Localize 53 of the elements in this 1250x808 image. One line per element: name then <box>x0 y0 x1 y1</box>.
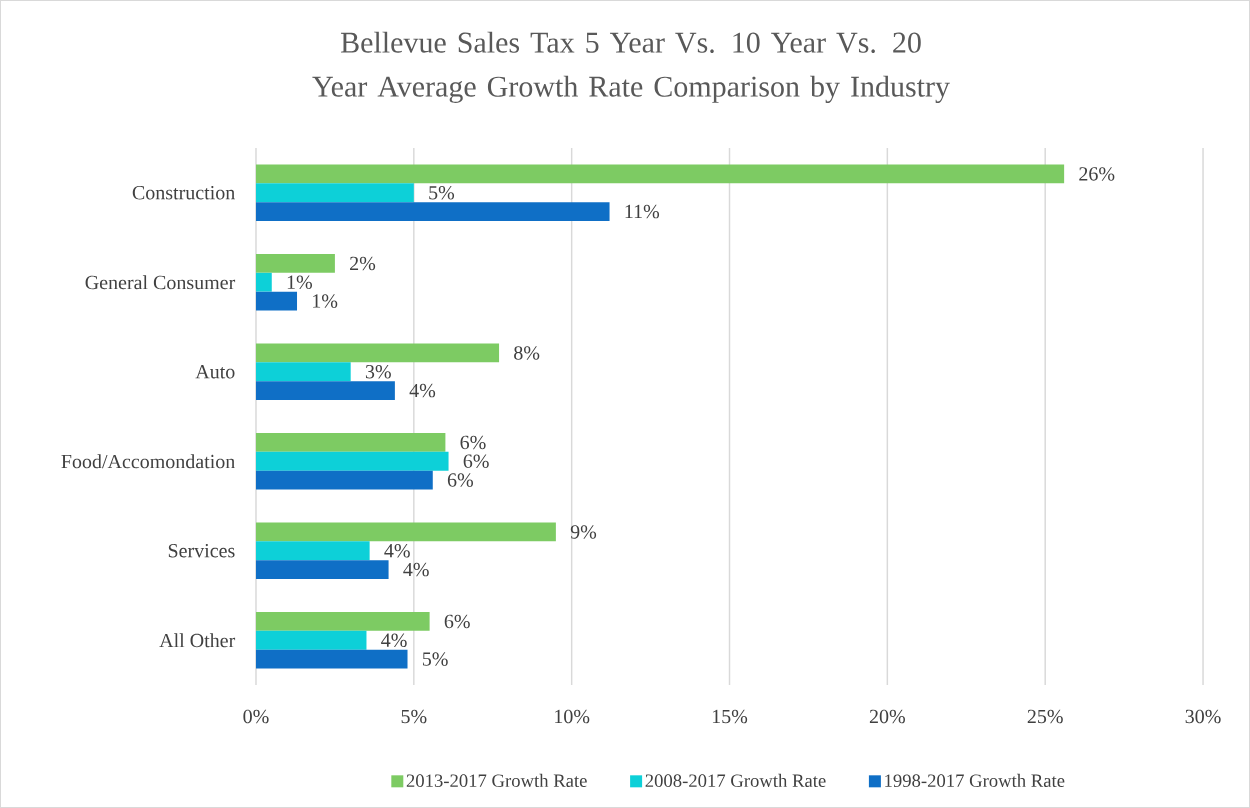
bar <box>255 343 500 363</box>
data-label: 26% <box>1079 167 1115 181</box>
data-label: 4% <box>384 543 410 558</box>
data-label: 8% <box>514 346 540 360</box>
bar <box>255 254 335 273</box>
x-tick-label: 15% <box>712 709 748 724</box>
bar <box>255 183 414 203</box>
data-label: 5% <box>422 652 448 666</box>
bar <box>255 470 433 490</box>
bar <box>255 433 446 452</box>
data-label: 1% <box>313 294 338 308</box>
x-tick-label: 5% <box>401 709 427 724</box>
bar <box>255 451 449 471</box>
y-tick-label: Construction <box>132 186 235 200</box>
data-label: 6% <box>444 614 470 629</box>
x-tick-label: 25% <box>1027 709 1063 724</box>
bar <box>255 649 408 669</box>
legend-label: 2008-2017 Growth Rate <box>645 773 826 787</box>
data-label: 9% <box>570 525 597 539</box>
data-label: 6% <box>463 454 489 469</box>
bar <box>255 541 370 561</box>
y-tick-label: General Consumer <box>85 275 236 290</box>
y-tick-label: Food/Accomondation <box>61 454 235 469</box>
y-tick-label: Auto <box>195 365 235 379</box>
x-tick-label: 30% <box>1185 709 1221 724</box>
bar <box>255 560 389 579</box>
data-label: 5% <box>429 185 455 200</box>
data-label: 6% <box>460 435 486 450</box>
chart-title: Bellevue Sales Tax 5 Year Vs. 10 Year Vs. 20 Year Average Growth Rate Comparison by Industry <box>312 31 950 103</box>
data-label: 11% <box>625 204 660 219</box>
data-label: 4% <box>403 562 429 577</box>
bar <box>255 630 367 650</box>
bar <box>255 362 351 382</box>
data-label: 4% <box>381 633 407 648</box>
data-label: 1% <box>287 275 313 290</box>
x-tick-label: 10% <box>555 709 590 724</box>
bar <box>255 272 272 292</box>
legend-label: 2013-2017 Growth Rate <box>406 773 587 787</box>
x-tick-label: 20% <box>869 709 905 724</box>
bar <box>255 612 430 631</box>
bar <box>255 381 395 400</box>
data-label: 3% <box>365 364 391 379</box>
bar <box>255 164 1065 184</box>
bar <box>255 202 610 221</box>
y-tick-label: Services <box>168 544 235 558</box>
bar <box>255 522 556 542</box>
x-tick-label: 0% <box>243 709 269 724</box>
data-label: 4% <box>409 383 436 398</box>
data-label: 2% <box>350 256 376 271</box>
legend-label: 1998-2017 Growth Rate <box>885 773 1065 787</box>
bar <box>255 291 298 311</box>
data-label: 6% <box>447 473 474 487</box>
y-tick-label: All Other <box>159 633 236 648</box>
